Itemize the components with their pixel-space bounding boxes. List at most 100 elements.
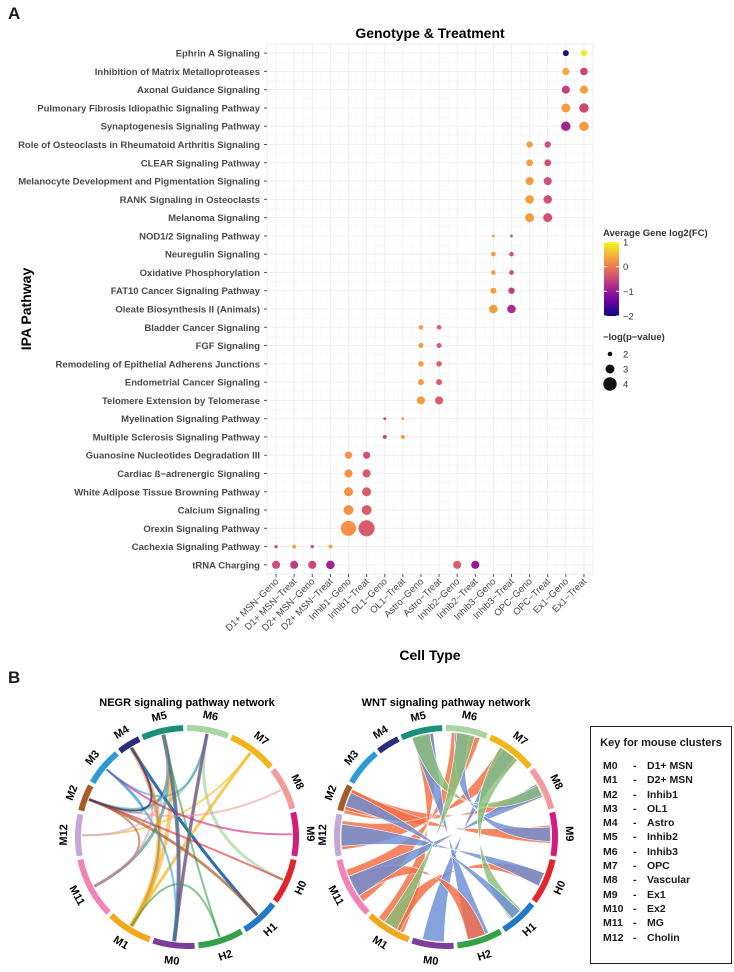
key-row: M2 - Inhib1 — [603, 788, 731, 802]
key-cluster-label: Ex1 — [647, 888, 666, 901]
key-row: M6 - Inhib3 — [603, 845, 731, 859]
key-cluster-label: Inhib1 — [647, 788, 678, 801]
segment-arc — [141, 725, 184, 741]
key-cluster-label: Cholin — [647, 931, 680, 944]
size-legend-label: 2 — [623, 350, 628, 361]
segment-label: M11 — [325, 884, 345, 908]
data-point — [510, 234, 513, 238]
key-separator: - — [633, 860, 637, 873]
data-point — [561, 103, 571, 113]
key-separator: - — [633, 902, 637, 915]
y-tick-label: Inhibition of Matrix Metalloproteases — [95, 67, 260, 78]
y-tick-label: Pulmonary Fibrosis Idiopathic Signaling … — [37, 103, 260, 114]
data-point — [271, 560, 281, 569]
segment-label: M2 — [64, 784, 81, 803]
segment-arc — [502, 902, 535, 932]
segment-arc — [243, 902, 276, 932]
data-point — [383, 417, 387, 421]
chord-link — [88, 798, 284, 881]
segment-label: M0 — [163, 954, 180, 968]
y-tick-label: Melanoma Signaling — [168, 213, 260, 224]
segment-arc — [457, 928, 502, 949]
y-tick-label: FAT10 Cancer Signaling Pathway — [111, 286, 261, 297]
y-tick-label: Telomere Extension by Telomerase — [102, 396, 260, 407]
segment-arc — [78, 784, 94, 812]
size-legend-dot — [607, 351, 613, 357]
y-tick-label: Multiple Sclerosis Signaling Pathway — [93, 432, 261, 443]
segment-label: M5 — [410, 710, 428, 725]
key-cluster-label: Inhib2 — [647, 831, 678, 844]
y-tick-label: Calcium Signaling — [178, 506, 261, 517]
key-row: M4 - Astro — [603, 816, 731, 830]
panel-label-a: A — [8, 4, 21, 23]
data-point — [509, 270, 514, 275]
panel-label-b: B — [8, 668, 21, 687]
segment-arc — [109, 913, 151, 943]
segment-label: M6 — [461, 709, 478, 724]
data-point — [400, 434, 405, 440]
y-tick-label: Cardiac ß−adrenergic Signaling — [117, 469, 260, 480]
data-point — [344, 487, 353, 497]
y-tick-label: Orexin Signaling Pathway — [143, 524, 260, 535]
data-point — [525, 177, 534, 186]
key-cluster-label: OL1 — [647, 802, 668, 815]
data-point — [344, 469, 353, 478]
size-legend-label: 4 — [623, 380, 628, 391]
data-point — [326, 560, 335, 570]
size-legend-title: −log(p−value) — [603, 332, 665, 343]
segment-label: M9 — [304, 826, 316, 842]
segment-arc — [118, 736, 141, 754]
data-point — [525, 213, 535, 223]
data-point — [418, 361, 424, 367]
key-cluster-label: MG — [647, 917, 664, 930]
cluster-key-list: M0- D1+ MSN M1- D2+ MSN M2- Inhib1 M3- OL1 M4- As… — [603, 759, 731, 945]
data-point — [526, 159, 534, 167]
key-cluster-id: M4 — [603, 817, 618, 830]
key-cluster-id: M0 — [603, 760, 618, 772]
size-legend-dot — [603, 377, 617, 391]
data-point — [292, 544, 297, 549]
cluster-key: Key for mouse clusters M0- D1+ MSN M1- D2+ … — [590, 726, 732, 964]
y-tick-label: Melanocyte Development and Pigmentation … — [18, 177, 260, 188]
segment-label: H1 — [261, 921, 279, 939]
color-bar-tick-label: 0 — [623, 262, 628, 273]
segment-arc — [446, 725, 488, 739]
segment-arc — [77, 859, 111, 915]
segment-label: M2 — [323, 784, 340, 803]
data-point — [361, 505, 372, 515]
y-tick-label: Endometrial Cancer Signaling — [125, 378, 260, 389]
segment-arc — [75, 813, 84, 857]
data-point — [544, 159, 552, 167]
y-tick-label: NOD1/2 Signaling Pathway — [139, 231, 261, 242]
segment-label: M4 — [371, 723, 391, 742]
data-point — [436, 361, 442, 367]
y-tick-label: White Adipose Tissue Browning Pathway — [74, 487, 261, 498]
key-separator: - — [633, 931, 637, 944]
data-point — [401, 417, 405, 421]
data-point — [562, 67, 570, 76]
data-point — [290, 560, 299, 569]
key-row: M12- Cholin — [603, 931, 731, 945]
data-point — [362, 451, 371, 459]
segment-label: M3 — [342, 748, 361, 767]
key-cluster-id: M8 — [603, 874, 618, 887]
data-point — [362, 487, 372, 497]
key-separator: - — [633, 760, 637, 772]
segment-label: M7 — [510, 729, 529, 748]
data-point — [436, 324, 442, 330]
key-cluster-id: M9 — [603, 888, 618, 901]
chord-ribbon — [477, 746, 522, 921]
data-point — [471, 560, 480, 569]
chord-link — [105, 768, 292, 836]
segment-label: M12 — [58, 824, 70, 846]
y-tick-label: Guanosine Nucleotides Degradation III — [86, 451, 260, 462]
segment-arc — [377, 736, 400, 754]
y-tick-label: FGF Signaling — [196, 341, 261, 352]
key-cluster-label: Astro — [647, 817, 675, 830]
segment-label: M8 — [288, 773, 306, 792]
y-tick-label: Axonal Guidance Signaling — [137, 85, 260, 96]
data-point — [561, 85, 570, 94]
segment-label: H1 — [520, 921, 538, 939]
